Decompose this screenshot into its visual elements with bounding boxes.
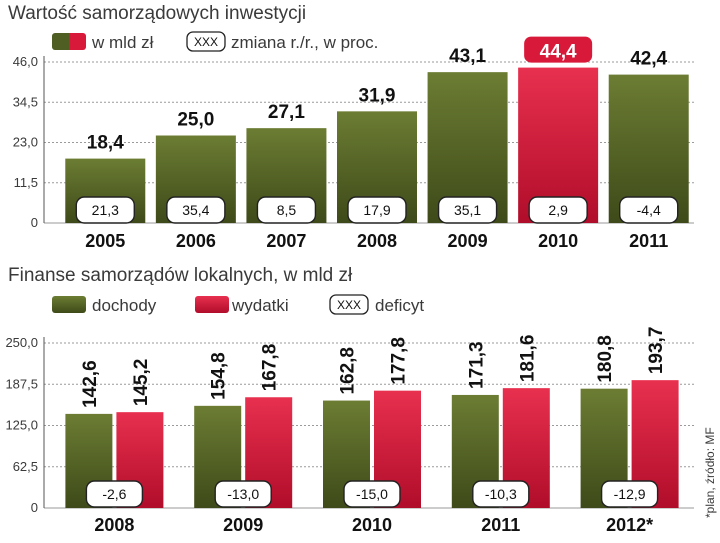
chart2-ytick-label: 0	[31, 500, 38, 515]
legend-box-change	[186, 31, 226, 52]
legend-label-wydatki: wydatki	[231, 296, 289, 315]
chart2-category-label: 2010	[352, 515, 392, 535]
chart2-value-label-dochody: 154,8	[209, 352, 230, 400]
legend-box-text: XXX	[194, 35, 218, 49]
chart1-value-label: 31,9	[359, 85, 396, 106]
chart1-change-label: -4,4	[637, 202, 661, 218]
chart1-change-label: 2,9	[548, 202, 568, 218]
chart2-deficit-box	[600, 480, 659, 508]
chart1-value-label: 18,4	[87, 133, 124, 154]
chart1-plot: 0 11,5 23,0 34,5 46,0 18,4 21,3 2005 25,0 35,4 200…	[13, 36, 694, 251]
chart1-ytick-label: 23,0	[13, 135, 38, 150]
chart1-title: Wartość samorządowych inwestycji	[8, 3, 306, 24]
chart2-deficit-label: -2,6	[102, 486, 126, 502]
chart1-category-label: 2007	[266, 231, 306, 251]
chart1-category-label: 2010	[538, 231, 578, 251]
chart1-change-label: 17,9	[363, 202, 390, 218]
chart2-value-label-wydatki: 145,2	[131, 359, 152, 407]
chart2-category-label: 2012*	[606, 515, 653, 535]
chart1-category-label: 2011	[629, 231, 668, 251]
legend-label-dochody: dochody	[92, 296, 157, 315]
chart1-ytick-label: 34,5	[13, 94, 38, 109]
chart2-deficit-label: -13,0	[227, 486, 259, 502]
chart2-ytick-label: 250,0	[5, 335, 38, 350]
chart1-ytick-label: 46,0	[13, 54, 38, 69]
legend-label-values: w mld zł	[91, 33, 154, 52]
legend-swatch-dochody	[52, 296, 86, 313]
chart1-value-label: 43,1	[449, 46, 486, 67]
chart1-change-label: 35,4	[182, 202, 209, 218]
chart2-deficit-box	[343, 480, 401, 508]
chart2-legend: dochody wydatki XXX deficyt	[52, 294, 424, 315]
legend-swatch-values	[52, 33, 86, 50]
legend-label-deficyt: deficyt	[375, 296, 424, 315]
legend-box-text-2: XXX	[337, 298, 361, 312]
chart1-ytick-label: 0	[31, 215, 38, 230]
chart2-ytick-label: 187,5	[5, 376, 38, 391]
chart2-deficit-label: -15,0	[356, 486, 388, 502]
chart2-category-label: 2009	[223, 515, 263, 535]
chart1-change-label: 8,5	[277, 202, 297, 218]
chart1-change-box	[256, 196, 317, 224]
chart1-category-label: 2006	[176, 231, 216, 251]
chart2-deficit-box	[472, 480, 530, 508]
chart2-category-label: 2008	[94, 515, 134, 535]
chart2-deficit-label: -12,9	[614, 486, 646, 502]
source-note: *plan, źródło: MF	[703, 427, 717, 518]
chart2-category-label: 2011	[481, 515, 520, 535]
chart2-deficit-box	[214, 480, 272, 508]
chart2-title: Finanse samorządów lokalnych, w mld zł	[8, 265, 353, 286]
chart2-value-label-dochody: 180,8	[595, 335, 616, 383]
chart1-value-label: 44,4	[540, 42, 577, 63]
chart2-deficit-label: -10,3	[485, 486, 517, 502]
chart2-value-label-wydatki: 181,6	[517, 335, 538, 383]
chart2-value-label-dochody: 142,6	[80, 360, 101, 408]
chart2-value-label-wydatki: 193,7	[646, 327, 667, 375]
legend-label-change: zmiana r./r., w proc.	[231, 33, 378, 52]
chart1-change-box	[75, 196, 135, 224]
chart2-ytick-label: 62,5	[13, 459, 38, 474]
chart2-plot: 0 62,5 125,0 187,5 250,0 142,6 145,2 -2,6 2008 15…	[5, 327, 694, 535]
chart1-value-label: 27,1	[268, 102, 305, 123]
chart1-value-label: 42,4	[630, 49, 667, 70]
chart2-value-label-wydatki: 177,8	[389, 337, 410, 385]
chart2-deficit-box	[85, 480, 144, 508]
chart2-ytick-label: 125,0	[5, 418, 38, 433]
chart1-change-box	[437, 196, 498, 224]
chart1-change-box	[619, 196, 679, 224]
chart1-category-label: 2005	[85, 231, 125, 251]
chart1-change-label: 35,1	[454, 202, 481, 218]
chart1-value-label: 25,0	[177, 110, 214, 131]
chart1-change-box	[347, 196, 407, 224]
legend-box-deficyt	[329, 294, 369, 315]
chart1-change-box	[528, 196, 588, 224]
chart1-value-highlight-bg	[524, 36, 593, 63]
chart2-value-label-dochody: 171,3	[466, 341, 487, 389]
chart2-value-label-dochody: 162,8	[338, 347, 359, 395]
chart2-value-label-wydatki: 167,8	[260, 344, 281, 392]
chart1-legend: w mld zł XXX zmiana r./r., w proc.	[52, 31, 378, 52]
chart1-ytick-label: 11,5	[14, 175, 38, 190]
chart1-change-label: 21,3	[92, 202, 119, 218]
chart1-category-label: 2009	[448, 231, 488, 251]
legend-swatch-wydatki	[195, 296, 229, 313]
chart1-change-box	[166, 196, 226, 224]
chart1-category-label: 2008	[357, 231, 397, 251]
